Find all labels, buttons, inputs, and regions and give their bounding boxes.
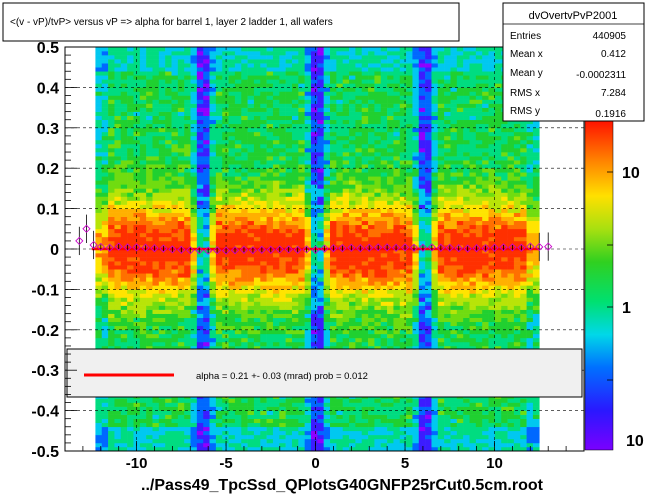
- profile-point: [365, 243, 374, 252]
- profile-point: [445, 243, 454, 252]
- title-box: <(v - vP)/tvP> versus vP => alpha for ba…: [2, 2, 460, 42]
- profile-point: [526, 242, 535, 251]
- profile-point: [311, 245, 320, 254]
- profile-point: [436, 243, 445, 252]
- stats-value-mean-x: 0.412: [601, 49, 626, 60]
- profile-point: [302, 245, 311, 254]
- profile-point: [427, 243, 437, 252]
- profile-point: [75, 236, 84, 246]
- profile-point: [347, 243, 356, 252]
- palette-bar: [584, 119, 614, 451]
- profile-point: [221, 246, 231, 255]
- profile-point: [499, 243, 508, 252]
- profile-point: [257, 245, 266, 254]
- profile-point: [195, 246, 204, 255]
- y-tick-label: -0.3: [31, 363, 59, 380]
- profile-point: [544, 242, 553, 251]
- stats-value-mean-y: -0.0002311: [576, 70, 626, 81]
- fit-legend-text: alpha = 0.21 +- 0.03 (mrad) prob = 0.012: [196, 371, 368, 382]
- x-axis: -10 -5 0 5 10: [64, 441, 585, 472]
- profile-point: [212, 246, 222, 255]
- y-tick-label: 0.3: [37, 121, 59, 138]
- profile-point: [391, 243, 401, 252]
- profile-point: [463, 244, 472, 253]
- profile-point: [177, 245, 186, 254]
- profile-point: [400, 243, 410, 252]
- z-tick-label: 10: [622, 165, 640, 182]
- profile-point: [508, 243, 517, 252]
- y-tick-label: -0.2: [31, 323, 59, 340]
- y-axis: -0.5 -0.4 -0.3 -0.2 -0.1 0 0.1 0.2 0.3 0.4 0.5: [31, 40, 77, 461]
- y-tick-label: 0.5: [37, 40, 59, 57]
- stats-box: dvOvertvPvP2001 Entries 440905 Mean x 0.…: [502, 2, 645, 122]
- profile-point: [383, 243, 392, 252]
- y-tick-label: 0: [50, 242, 59, 259]
- profile-point: [374, 243, 383, 252]
- profile-point: [481, 244, 490, 253]
- y-tick-label: 0.4: [37, 80, 59, 97]
- profile-point: [230, 246, 240, 255]
- profile-point: [159, 244, 168, 253]
- fit-legend: alpha = 0.21 +- 0.03 (mrad) prob = 0.012: [66, 348, 583, 398]
- y-tick-label: -0.1: [31, 282, 59, 299]
- profile-point: [356, 244, 365, 253]
- footer-filename: ../Pass49_TpcSsd_QPlotsG40GNFP25rCut0.5c…: [141, 477, 544, 494]
- x-tick-label: 10: [486, 455, 503, 472]
- x-tick-label: -5: [219, 455, 232, 472]
- profile-point: [535, 242, 544, 252]
- profile-point: [275, 245, 284, 254]
- profile-point: [248, 246, 258, 255]
- profile-point: [266, 245, 275, 254]
- profile-point: [284, 245, 293, 254]
- stats-value-entries: 440905: [593, 31, 627, 42]
- profile-point: [490, 243, 499, 252]
- profile-point: [82, 224, 91, 233]
- profile-point: [150, 244, 159, 253]
- profile-point: [89, 240, 98, 250]
- profile-point: [204, 246, 213, 255]
- profile-point: [186, 246, 195, 255]
- profile-point: [418, 243, 428, 252]
- y-tick-label: -0.5: [31, 444, 59, 461]
- profile-point: [123, 243, 132, 252]
- stats-value-rms-y: 0.1916: [595, 109, 626, 120]
- x-tick-label: 0: [311, 455, 319, 472]
- stats-label-mean-y: Mean y: [510, 68, 543, 79]
- profile-point: [472, 244, 481, 253]
- profile-point: [517, 243, 526, 252]
- chart-title: <(v - vP)/tvP> versus vP => alpha for ba…: [10, 17, 333, 28]
- stats-label-rms-y: RMS y: [510, 106, 540, 117]
- profile-point: [293, 245, 302, 254]
- stats-label-rms-x: RMS x: [510, 88, 540, 99]
- stats-label-entries: Entries: [510, 31, 541, 42]
- profile-point: [338, 244, 347, 253]
- profile-point: [168, 245, 177, 254]
- color-palette: 1 10 10: [584, 119, 644, 451]
- profile-point: [105, 243, 114, 252]
- profile-point: [454, 244, 463, 253]
- z-tick-label: 10: [626, 433, 644, 450]
- x-tick-label: 5: [401, 455, 409, 472]
- stats-label-mean-x: Mean x: [510, 49, 543, 60]
- y-tick-label: 0.1: [37, 202, 59, 219]
- y-tick-label: 0.2: [37, 161, 59, 178]
- z-tick-label: 1: [622, 300, 631, 317]
- profile-point: [96, 242, 105, 252]
- stats-value-rms-x: 7.284: [601, 88, 626, 99]
- profile-points: [75, 214, 553, 262]
- profile-point: [141, 243, 150, 252]
- z-axis: 1 10 10: [607, 119, 644, 450]
- profile-point: [409, 243, 419, 252]
- y-tick-label: -0.4: [31, 404, 59, 421]
- profile-point: [239, 245, 249, 254]
- stats-title: dvOvertvPvP2001: [529, 10, 618, 22]
- profile-point: [329, 244, 338, 253]
- x-tick-label: -10: [126, 455, 148, 472]
- profile-point: [132, 243, 141, 252]
- profile-point: [320, 244, 329, 253]
- profile-point: [114, 242, 123, 251]
